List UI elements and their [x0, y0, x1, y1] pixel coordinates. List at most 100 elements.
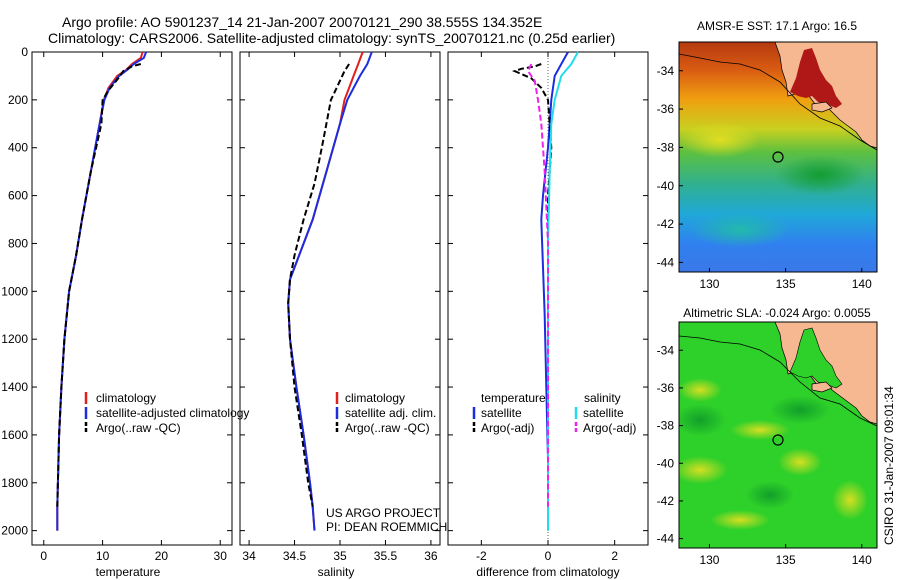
sst-patch: [690, 212, 790, 248]
argo-location-marker: [772, 434, 784, 446]
series-temperature-argo-line: [511, 63, 553, 507]
map-x-tick-label: 135: [776, 277, 796, 291]
depth-tick-labels: 0 200 400 600 800 1000 1200 1400 1600 1800 2000: [1, 45, 28, 538]
header-line-1: Argo profile: AO 5901237_14 21-Jan-2007 …: [62, 14, 542, 30]
series-salinity-satellite-line: [547, 51, 579, 531]
sst-warm-patch: [680, 122, 760, 158]
series-argo-line: [287, 63, 350, 507]
sla-high-patch: [710, 510, 770, 530]
legend-climatology-label: climatology: [96, 391, 156, 405]
map-y-tick-label: -34: [657, 343, 675, 357]
depth-tick-label: 2000: [1, 524, 28, 538]
map-y-tick-label: -40: [657, 456, 675, 470]
x-tick-label: 20: [155, 549, 169, 563]
sla-high-patch: [730, 420, 790, 440]
temperature-panel-frame: [31, 51, 233, 546]
depth-tick-label: 200: [8, 93, 28, 107]
x-tick-label: 2: [611, 549, 618, 563]
x-tick-label: 36: [424, 549, 438, 563]
sst-map-title: AMSR-E SST: 17.1 Argo: 16.5: [697, 19, 857, 33]
sla-high-patch: [679, 378, 722, 402]
map-y-tick-label: -38: [657, 419, 675, 433]
legend-argo-label: Argo(..raw -QC): [96, 421, 181, 435]
axes-layer: 0 10 20 30 34 34.5 35 35.5 36 -2 0 2: [32, 51, 648, 563]
map-y-tick-label: -36: [657, 381, 675, 395]
pi-annotation: PI: DEAN ROEMMICH: [326, 520, 447, 534]
depth-tick-label: 1600: [1, 428, 28, 442]
legend-salinity-title: salinity: [584, 391, 621, 405]
series-argo-line: [56, 63, 142, 507]
x-tick-label: 10: [96, 549, 110, 563]
salinity-axis-label: salinity: [318, 565, 355, 579]
map-y-tick-label: -42: [657, 217, 675, 231]
kangaroo-island: [811, 381, 833, 393]
sst-map: [679, 42, 877, 272]
credit-text: CSIRO 31-Jan-2007 09:01:34: [882, 386, 896, 545]
depth-tick-label: 1400: [1, 380, 28, 394]
temperature-axis-label: temperature: [96, 565, 161, 579]
x-tick-label: 35: [333, 549, 347, 563]
x-tick-label: 35.5: [374, 549, 398, 563]
sla-high-patch: [778, 448, 822, 476]
spencer-gulf: [790, 48, 842, 108]
map-y-tick-label: -36: [657, 102, 675, 116]
spencer-gulf: [789, 327, 843, 389]
map-y-tick-label: -40: [657, 179, 675, 193]
map-y-tick-label: -34: [657, 64, 675, 78]
sla-high-patch: [832, 480, 868, 520]
map-x-tick-label: 130: [699, 553, 719, 567]
depth-tick-label: 400: [8, 141, 28, 155]
legend-sal-satellite-label: satellite: [583, 406, 624, 420]
legend-satellite-label: satellite adj. clim.: [345, 406, 436, 420]
legend-temp-satellite-label: satellite: [481, 406, 522, 420]
series-temperature-satellite-line: [540, 51, 569, 531]
x-tick-label: 34: [242, 549, 256, 563]
map-x-tick-label: 140: [852, 553, 872, 567]
x-tick-label: 34.5: [283, 549, 307, 563]
legend-temperature-title: temperature: [481, 391, 546, 405]
shelf-contour: [679, 53, 877, 151]
depth-tick-label: 1800: [1, 476, 28, 490]
project-annotation: US ARGO PROJECT: [326, 506, 441, 520]
series-salinity-argo-line: [526, 63, 549, 507]
legend-argo-label: Argo(..raw -QC): [345, 421, 430, 435]
map-y-tick-label: -38: [657, 140, 675, 154]
sst-patch: [775, 155, 865, 195]
difference-axis-label: difference from climatology: [476, 565, 619, 579]
x-tick-label: -2: [476, 549, 487, 563]
depth-tick-label: 1000: [1, 284, 28, 298]
map-tick-layer: 130 135 140 -34 -36 -38 -40 -42 -44 130 135 140 -34 -…: [657, 64, 872, 567]
salinity-legend: climatology satellite adj. clim. Argo(..…: [335, 391, 436, 435]
map-x-tick-label: 140: [852, 277, 872, 291]
legend-sal-argo-label: Argo(-adj): [583, 421, 636, 435]
series-satellite-line: [56, 51, 148, 531]
series-satellite-line: [287, 51, 373, 531]
kangaroo-island: [811, 101, 833, 113]
shelf-contour: [679, 335, 877, 427]
sla-high-patch: [679, 456, 728, 484]
argo-location-marker: [772, 151, 784, 163]
map-y-tick-label: -44: [657, 255, 675, 269]
map-y-tick-label: -44: [657, 532, 675, 546]
depth-tick-label: 600: [8, 189, 28, 203]
sst-map-frame: [678, 41, 878, 273]
depth-tick-label: 800: [8, 236, 28, 250]
x-tick-label: 30: [214, 549, 228, 563]
temperature-legend: climatology satellite-adjusted climatolo…: [84, 391, 249, 435]
sla-map: [679, 322, 877, 548]
map-y-tick-label: -42: [657, 494, 675, 508]
difference-legend: temperature salinity satellite Argo(-adj…: [472, 391, 636, 435]
sla-map-title: Altimetric SLA: -0.024 Argo: 0.0055: [683, 306, 871, 320]
sla-low-patch: [746, 481, 794, 509]
x-tick-label: 0: [40, 549, 47, 563]
legend-satellite-label: satellite-adjusted climatology: [96, 406, 249, 420]
sla-map-frame: [678, 321, 878, 549]
sla-low-patch: [770, 396, 830, 424]
sla-low-patch: [679, 404, 726, 436]
map-x-tick-label: 135: [776, 553, 796, 567]
depth-tick-label: 0: [21, 45, 28, 59]
header-line-2: Climatology: CARS2006. Satellite-adjuste…: [48, 30, 615, 46]
legend-climatology-label: climatology: [345, 391, 405, 405]
legend-temp-argo-label: Argo(-adj): [481, 421, 534, 435]
